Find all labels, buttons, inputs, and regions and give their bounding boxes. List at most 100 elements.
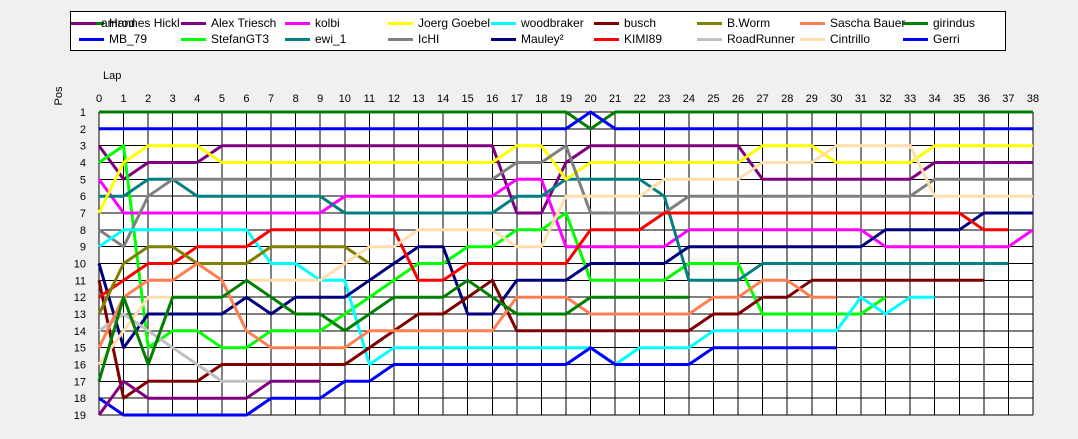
y-tick-label: 7 [80,208,86,220]
y-tick-label: 16 [74,360,86,372]
legend-swatch [594,38,619,41]
series-line-5 [97,177,1034,249]
legend-swatch [594,22,619,25]
x-tick-label: 11 [364,93,375,105]
x-tick-label: 21 [609,93,621,105]
y-tick-label: 10 [74,259,86,271]
x-tick-label: 28 [781,93,793,105]
x-tick-label: 33 [904,93,916,105]
x-tick-label: 26 [732,93,744,105]
y-tick-label: 13 [74,309,86,321]
legend-swatch [181,22,206,25]
x-tick-label: 17 [511,93,523,105]
legend-swatch [388,38,413,41]
x-tick-label: 1 [121,93,127,105]
series-line-18 [98,346,837,417]
x-tick-label: 23 [658,93,670,105]
legend-label: Mauley² [521,32,564,46]
x-tick-label: 24 [683,93,695,105]
x-tick-label: 12 [388,93,400,105]
legend-swatch [697,22,722,25]
series-line-2 [99,110,1033,131]
legend-swatch [800,38,825,41]
x-tick-label: 19 [560,93,572,105]
series-line-4 [98,144,887,350]
y-tick-label: 19 [74,410,86,422]
series-lines [97,110,1034,417]
x-tick-labels: 0 1 2 3 4 5 6 7 8 9 10 11 12 13 14 15 16 17 18 19 20 21 22 23 24… [96,93,1039,105]
legend-label: MB_79 [109,32,148,46]
x-tick-label: 22 [634,93,646,105]
series-line-16 [97,144,1033,366]
x-tick-label: 27 [757,93,769,105]
legend-swatch [388,22,413,25]
x-tick-label: 16 [486,93,498,105]
legend-swatch [285,38,310,41]
legend-label: Gerri [933,32,960,46]
x-tick-label: 18 [535,93,547,105]
legend-swatch [903,38,928,41]
legend-swatch [800,22,825,25]
x-tick-label: 7 [268,93,274,105]
series-line-12 [98,211,1009,299]
y-tick-label: 17 [74,376,86,388]
legend-label: kolbi [315,16,340,30]
y-tick-label: 5 [80,174,86,186]
legend: Hannes Hickl MB_79 Alex Triesch StefanGT3 ko… [70,11,1006,51]
legend-swatch [903,22,928,25]
series-line-11 [97,278,984,400]
legend-label: StefanGT3 [211,32,270,46]
legend-label: Cintrillo [830,32,871,46]
legend-label: woodbraker [521,16,584,30]
series-line-6 [99,177,1009,282]
x-tick-label: 34 [929,93,941,105]
x-tick-label: 9 [317,93,323,105]
x-tick-label: 14 [437,93,449,105]
x-tick-label: 6 [243,93,249,105]
legend-swatch [181,38,206,41]
legend-label: busch [624,16,657,30]
legend-label: girindus [933,16,976,30]
x-tick-label: 20 [584,93,596,105]
legend-swatch [71,22,96,25]
y-tick-label: 4 [80,158,86,170]
legend-label: amrod [101,16,136,30]
y-tick-label: 11 [75,275,86,287]
legend-label: Hannes Hickl [109,16,180,30]
legend-label: RoadRunner [727,32,796,46]
x-tick-label: 29 [806,93,818,105]
x-tick-label: 36 [978,93,990,105]
x-tick-label: 4 [194,93,200,105]
legend-label: Sascha Bauer [830,16,906,30]
x-axis-label: Lap [103,70,121,82]
x-tick-label: 35 [953,93,965,105]
y-tick-label: 18 [74,393,86,405]
x-tick-label: 5 [219,93,225,105]
legend-swatch [79,38,104,41]
legend-label: B.Worm [727,16,771,30]
series-line-3 [97,144,1033,215]
legend-label: Joerg Goebel [418,16,491,30]
legend-swatch [491,22,516,25]
legend-label: ewi_1 [315,32,347,46]
series-line-9 [98,228,935,366]
y-tick-label: 15 [74,343,86,355]
y-tick-label: 6 [80,191,86,203]
x-tick-label: 15 [462,93,474,105]
x-tick-label: 32 [879,93,891,105]
x-tick-label: 38 [1027,93,1039,105]
series-line-8 [98,144,1033,249]
y-tick-label: 14 [74,326,86,338]
series-line-13 [97,245,371,315]
x-tick-label: 31 [855,93,867,105]
legend-label: KIMI89 [624,32,663,46]
x-tick-label: 8 [293,93,299,105]
legend-label: IcHI [418,32,440,46]
legend-swatch [491,38,516,41]
series-line-15 [97,262,837,350]
legend-swatch [285,22,310,25]
legend-swatch [697,38,722,41]
x-tick-label: 30 [830,93,842,105]
